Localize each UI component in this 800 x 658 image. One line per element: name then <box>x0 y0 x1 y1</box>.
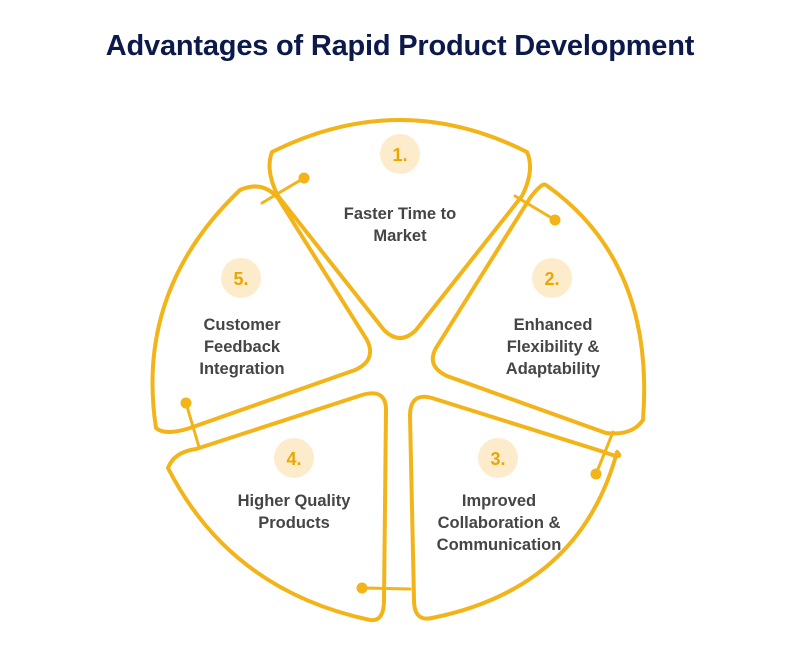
segment-5-label-line-3: Integration <box>199 360 284 378</box>
segment-2-label-line-2: Flexibility & <box>507 338 600 356</box>
segment-5-number-badge <box>221 258 261 298</box>
segment-4-label-line-2: Products <box>258 514 330 532</box>
page-title: Advantages of Rapid Product Development <box>105 30 695 62</box>
connector-dot-1 <box>298 172 310 184</box>
segment-4-outline <box>166 391 388 623</box>
segment-2-label-line-1: Enhanced <box>514 316 593 334</box>
segment-3-label-line-2: Collaboration & <box>438 514 561 532</box>
segment-2-number: 2. <box>544 269 559 289</box>
connector-dots <box>180 172 602 594</box>
connector-1-5 <box>260 176 306 205</box>
segment-2-outline <box>430 182 647 436</box>
segment-1: 1. Faster Time to Market <box>344 134 456 245</box>
segment-3-label-line-3: Communication <box>437 536 562 554</box>
segment-3: 3. Improved Collaboration & Communicatio… <box>437 438 562 554</box>
segment-3-label-line-1: Improved <box>462 492 536 510</box>
segment-1-number-badge <box>380 134 420 174</box>
connector-dot-2 <box>549 214 561 226</box>
segment-outlines <box>150 118 647 623</box>
connector-dot-5 <box>180 397 192 409</box>
segment-1-label-line-2: Market <box>373 227 427 245</box>
segment-3-number-badge <box>478 438 518 478</box>
segment-1-outline <box>267 118 533 340</box>
segment-2-label-line-3: Adaptability <box>506 360 601 378</box>
segment-5-number: 5. <box>233 269 248 289</box>
connector-dot-3 <box>590 468 602 480</box>
segment-5: 5. Customer Feedback Integration <box>199 258 285 378</box>
segment-5-outline <box>150 184 372 434</box>
segment-1-number: 1. <box>392 145 407 165</box>
connector-4-5 <box>184 401 201 449</box>
segment-3-number: 3. <box>490 449 505 469</box>
segment-4-number: 4. <box>286 449 301 469</box>
connector-dot-4 <box>356 582 368 594</box>
segment-4-number-badge <box>274 438 314 478</box>
segment-2-number-badge <box>532 258 572 298</box>
segment-5-label-line-2: Feedback <box>204 338 281 356</box>
connector-1-2 <box>513 194 557 222</box>
segment-4: 4. Higher Quality Products <box>238 438 352 532</box>
segment-4-label-line-1: Higher Quality <box>238 492 352 510</box>
segment-5-label-line-1: Customer <box>203 316 281 334</box>
segment-3-outline <box>408 394 622 621</box>
segment-2: 2. Enhanced Flexibility & Adaptability <box>506 258 601 378</box>
segment-1-label-line-1: Faster Time to <box>344 205 456 223</box>
